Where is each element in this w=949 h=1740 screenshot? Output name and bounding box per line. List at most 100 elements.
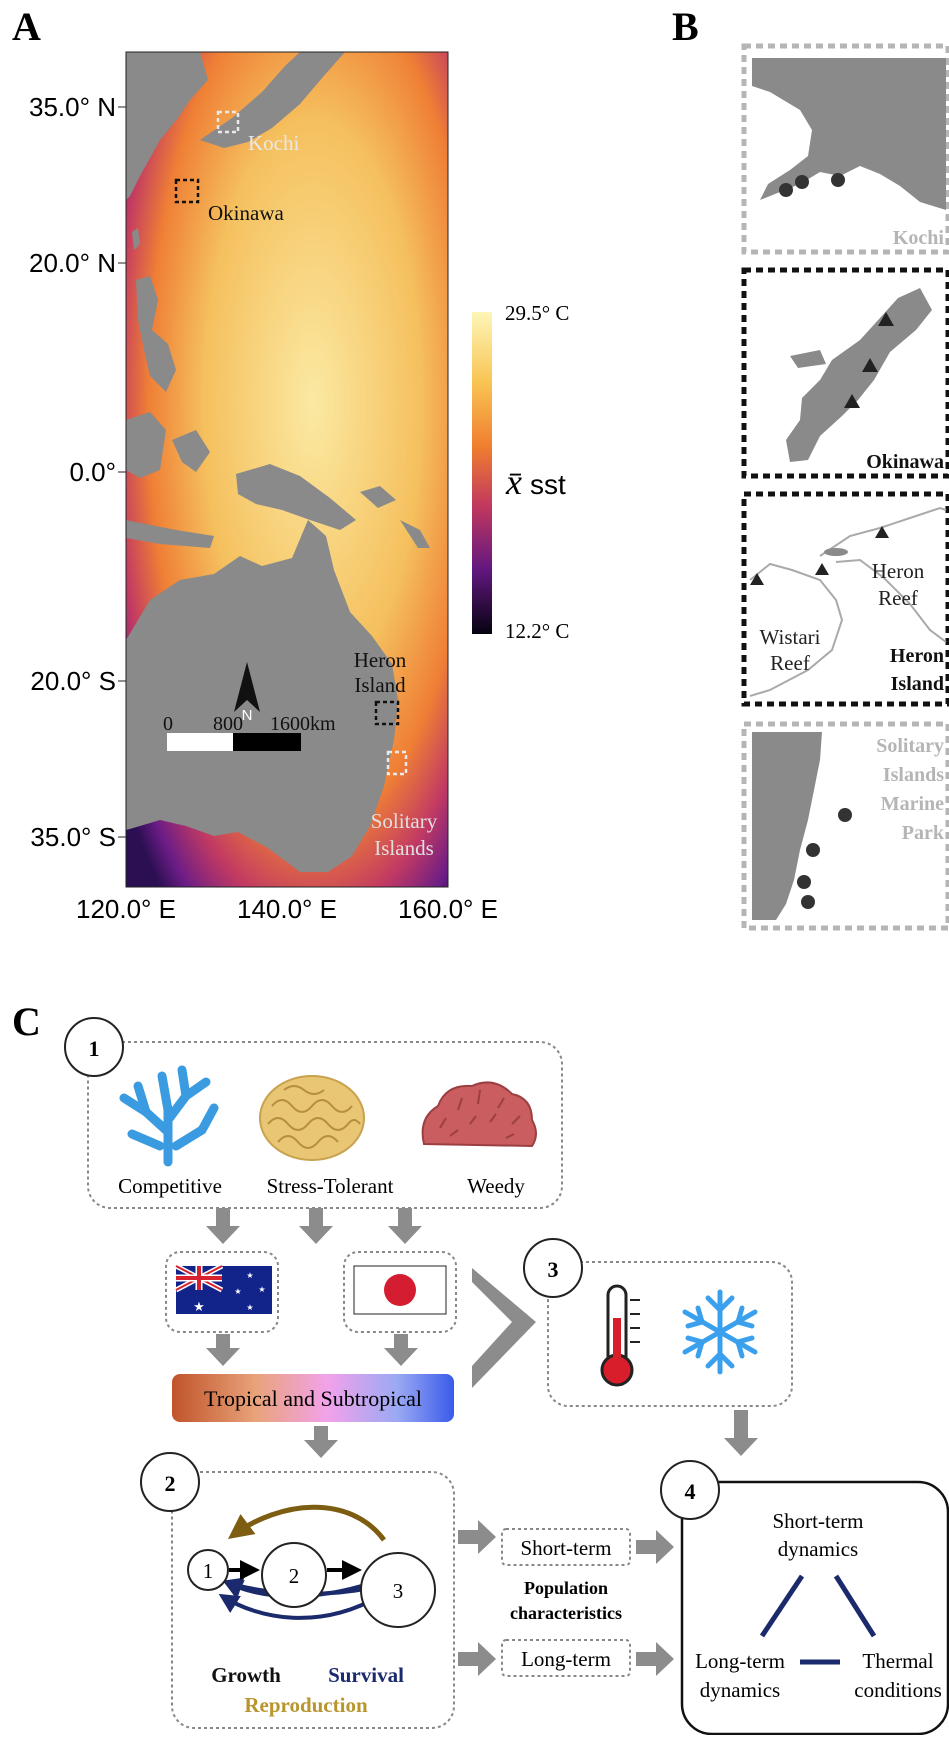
kochi-label: Kochi — [248, 131, 299, 155]
thermometer-icon — [600, 1284, 640, 1387]
solitary-inset-label-2: Islands — [883, 764, 944, 786]
link-short-long — [759, 1574, 805, 1638]
step-3-badge — [523, 1238, 583, 1298]
short-term-label: Short-term — [521, 1536, 612, 1560]
region-bar: Tropical and Subtropical — [172, 1374, 454, 1422]
step-2-number: 2 — [165, 1471, 176, 1496]
box1-down-arrows — [206, 1208, 422, 1244]
australia-flag-icon: ★ ★ ★ ★ ★ — [174, 1263, 272, 1314]
step-4-badge — [660, 1460, 720, 1520]
lat-tick: 0.0° — [69, 457, 116, 487]
solitary-site-box — [386, 750, 408, 776]
heron-reef-outline — [819, 506, 947, 643]
okinawa-islet — [790, 350, 826, 368]
step-1-badge — [64, 1017, 124, 1077]
wistari-reef-outline — [749, 562, 844, 697]
panel-a-label: A — [12, 4, 41, 49]
coral-type-label: Weedy — [467, 1174, 525, 1198]
sulawesi-land — [172, 430, 210, 472]
step-4-number: 4 — [685, 1479, 696, 1504]
stage-2-node — [261, 1542, 327, 1608]
scale-1600: 1600km — [270, 713, 336, 735]
box-1-frame — [87, 1041, 563, 1209]
svg-text:★: ★ — [193, 1299, 205, 1314]
solitary-site-marker — [797, 875, 811, 889]
stage-3-node — [360, 1552, 436, 1628]
thermal-box: 3 — [523, 1238, 793, 1407]
long-term-box: Long-term — [501, 1639, 631, 1677]
lat-axis: 35.0° N 20.0° N 0.0° 20.0° S 35.0° S — [29, 92, 126, 852]
solitary-site-marker — [801, 895, 815, 909]
sst-colorbar: 29.5° C 12.2° C x̄ sst — [472, 301, 569, 643]
long-term-label: Long-term — [521, 1647, 611, 1671]
down-arrow — [724, 1410, 758, 1456]
heron-island-label-2: Island — [891, 673, 944, 695]
stage-2-label: 2 — [289, 1564, 300, 1588]
down-arrow — [304, 1426, 338, 1458]
asia-land — [126, 52, 208, 200]
heron-site-marker — [815, 563, 829, 575]
down-arrow — [206, 1208, 240, 1244]
heron-reef-label-2: Reef — [878, 586, 918, 610]
solitary-inset-label-1: Solitary — [876, 735, 944, 757]
heron-island-land — [824, 548, 848, 556]
heron-label-line2: Island — [354, 673, 406, 697]
population-characteristics-line1: Population — [524, 1578, 608, 1598]
right-arrow — [458, 1520, 496, 1554]
taiwan-land — [132, 228, 140, 250]
australia-flag-box: ★ ★ ★ ★ ★ — [165, 1251, 279, 1333]
thermal-conditions-line1: Thermal — [862, 1649, 933, 1673]
survival-label: Survival — [328, 1663, 404, 1687]
short-term-box: Short-term — [501, 1528, 631, 1566]
down-arrow — [206, 1334, 240, 1366]
okinawa-inset-label: Okinawa — [866, 451, 944, 473]
scale-bar: 0 800 1600km — [163, 713, 336, 751]
okinawa-land — [786, 288, 932, 462]
chevron-right-icon — [472, 1268, 536, 1388]
kochi-inset-label: Kochi — [893, 227, 945, 249]
north-arrow-icon: N — [234, 662, 260, 724]
svg-text:★: ★ — [234, 1287, 241, 1296]
stage-1-label: 1 — [203, 1559, 214, 1583]
japan-flag-box — [343, 1251, 457, 1333]
heron-reef-label-1: Heron — [872, 559, 925, 583]
kochi-site-marker — [779, 183, 793, 197]
okinawa-inset: Okinawa — [741, 267, 949, 479]
coral-type-label: Competitive — [118, 1174, 222, 1198]
japan-land — [200, 52, 345, 148]
box2-right-arrows — [458, 1520, 674, 1676]
heron-island-label-1: Heron — [890, 645, 944, 667]
north-label: N — [242, 707, 253, 724]
long-term-dynamics-line1: Long-term — [695, 1649, 785, 1673]
scale-0: 0 — [163, 713, 173, 735]
kochi-inset: Kochi — [741, 43, 949, 255]
right-arrow — [458, 1642, 496, 1676]
flag-down-arrows — [206, 1334, 418, 1366]
colorbar-min: 12.2° C — [505, 619, 569, 643]
colorbar-symbol: x̄ — [505, 462, 522, 502]
panel-c-label: C — [12, 999, 41, 1044]
heron-site-marker — [875, 526, 889, 538]
heron-site-box — [374, 700, 400, 726]
colorbar-gradient — [472, 312, 492, 634]
kochi-land — [752, 58, 946, 210]
reproduction-label: Reproduction — [244, 1693, 368, 1717]
lon-tick: 160.0° E — [398, 894, 498, 924]
long-term-dynamics-line2: dynamics — [700, 1678, 780, 1702]
thermal-conditions-line2: conditions — [854, 1678, 942, 1702]
heron-label-line1: Heron — [354, 648, 407, 672]
lon-tick: 140.0° E — [237, 894, 337, 924]
life-cycle-box: 2 1 2 3 Growth Survival Reproduction — [140, 1452, 455, 1729]
snowflake-icon — [682, 1289, 758, 1375]
right-arrow — [636, 1530, 674, 1564]
down-arrow — [384, 1334, 418, 1366]
down-arrow — [388, 1208, 422, 1244]
lon-tick: 120.0° E — [76, 894, 176, 924]
solomon-land — [400, 520, 430, 548]
outcome-box: 4 Short-term dynamics Long-term dynamics… — [660, 1460, 949, 1736]
step-1-number: 1 — [89, 1036, 100, 1061]
lon-axis: 120.0° E 140.0° E 160.0° E — [76, 894, 498, 924]
solitary-site-marker — [806, 843, 820, 857]
right-arrow — [636, 1642, 674, 1676]
